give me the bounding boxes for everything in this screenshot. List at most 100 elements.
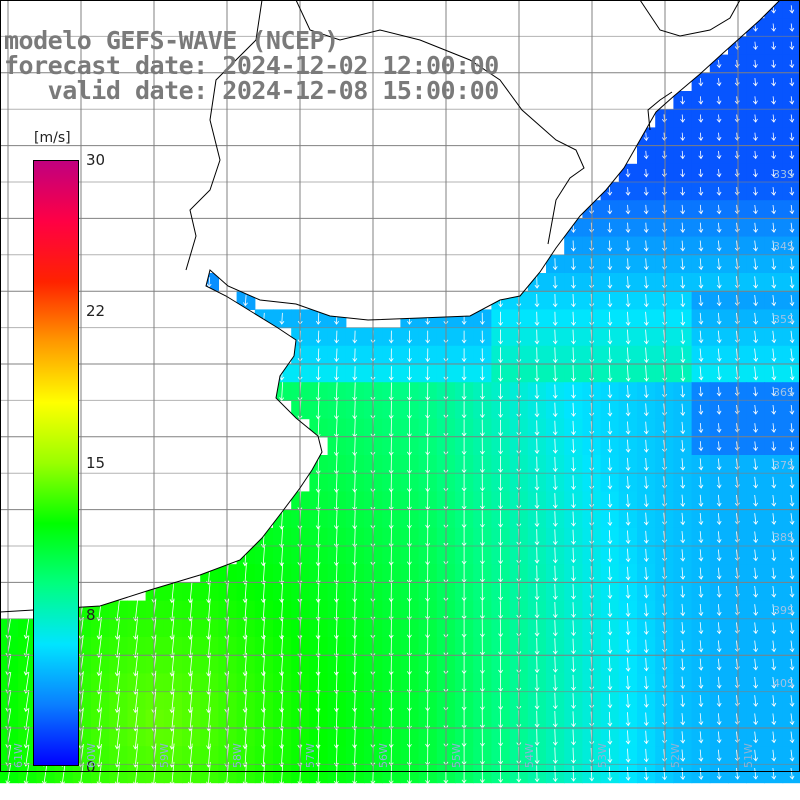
wind-arrow	[698, 567, 704, 580]
wind-arrow	[552, 511, 558, 527]
wind-arrow	[789, 549, 795, 562]
wind-arrow	[698, 132, 704, 141]
wind-arrow	[169, 706, 175, 732]
wind-arrow	[698, 404, 704, 415]
wind-arrow	[680, 187, 686, 196]
wind-arrow	[625, 385, 631, 399]
wind-arrow	[479, 618, 485, 638]
wind-arrow	[680, 204, 686, 215]
wind-arrow	[498, 329, 504, 345]
wind-arrow	[753, 423, 758, 433]
wind-arrow	[498, 383, 504, 400]
colorbar-tick-8: 8	[86, 606, 96, 624]
wind-arrow	[643, 676, 649, 690]
wind-arrow	[789, 441, 795, 452]
wind-arrow	[771, 222, 777, 233]
wind-arrow	[716, 222, 722, 233]
wind-arrow	[625, 494, 631, 508]
wind-arrow	[643, 329, 649, 345]
wind-arrow	[771, 59, 777, 69]
wind-arrow	[552, 656, 558, 673]
wind-arrow	[607, 675, 613, 691]
wind-arrow	[716, 676, 722, 689]
wind-arrow	[479, 546, 485, 565]
wind-cell	[782, 309, 800, 329]
wind-cell	[782, 618, 800, 638]
lon-label-60w: 60W	[85, 743, 98, 768]
wind-arrow	[680, 476, 686, 489]
wind-arrow	[716, 187, 722, 196]
wind-arrow	[334, 366, 339, 381]
wind-arrow	[607, 584, 613, 599]
wind-arrow	[352, 744, 358, 767]
wind-arrow	[625, 439, 631, 453]
wind-cell	[782, 54, 800, 74]
wind-arrow	[607, 711, 613, 727]
wind-arrow	[334, 330, 340, 344]
wind-cell	[782, 673, 800, 693]
wind-arrow	[534, 765, 540, 783]
wind-arrow	[534, 474, 540, 491]
wind-arrow	[607, 329, 613, 345]
wind-arrow	[716, 513, 722, 526]
wind-arrow	[243, 294, 248, 307]
wind-arrow	[643, 657, 649, 672]
wind-arrow	[753, 204, 758, 215]
wind-arrow	[716, 767, 722, 780]
wind-arrow	[625, 530, 631, 544]
wind-arrow	[753, 585, 759, 598]
wind-arrow	[698, 222, 704, 234]
wind-arrow	[552, 329, 558, 345]
colorbar-tick-30: 30	[86, 151, 106, 169]
wind-arrow	[698, 312, 704, 325]
wind-arrow	[643, 567, 649, 581]
wind-arrow	[753, 513, 759, 525]
wind-arrow	[643, 621, 649, 635]
wind-arrow	[607, 222, 613, 233]
wind-cell	[782, 746, 800, 765]
wind-cell	[782, 145, 800, 165]
wind-arrow	[625, 639, 631, 654]
wind-arrow	[753, 658, 759, 671]
wind-arrow	[425, 382, 431, 401]
wind-arrow	[461, 437, 467, 455]
wind-arrow	[461, 348, 467, 363]
wind-arrow	[279, 312, 285, 325]
lat-label-34s: 34S	[773, 240, 794, 253]
wind-arrow	[698, 767, 704, 780]
wind-arrow	[680, 169, 686, 178]
wind-arrow	[534, 547, 540, 564]
wind-arrow	[78, 762, 84, 786]
wind-arrow	[498, 564, 504, 583]
wind-arrow	[607, 258, 613, 271]
border-line	[185, 0, 263, 271]
wind-arrow	[716, 731, 722, 744]
wind-arrow	[753, 441, 758, 452]
wind-arrow	[571, 602, 576, 618]
border-line	[639, 0, 741, 37]
wind-arrow	[571, 311, 576, 326]
wind-arrow	[534, 619, 540, 637]
wind-arrow	[789, 676, 795, 689]
wind-arrow	[333, 581, 339, 603]
wind-arrow	[552, 565, 558, 582]
wind-arrow	[789, 386, 795, 397]
wind-arrow	[716, 713, 722, 726]
wind-arrow	[407, 330, 412, 344]
wind-arrow	[425, 348, 431, 363]
wind-arrow	[352, 653, 358, 676]
wind-arrow	[352, 545, 358, 566]
wind-arrow	[114, 725, 121, 750]
wind-arrow	[753, 366, 759, 381]
wind-arrow	[571, 584, 576, 600]
wind-arrow	[498, 492, 504, 510]
wind-arrow	[698, 295, 704, 307]
wind-arrow	[571, 638, 576, 655]
wind-arrow	[680, 731, 686, 744]
wind-arrow	[771, 676, 777, 689]
wind-arrow	[315, 472, 321, 493]
wind-arrow	[552, 674, 558, 692]
wind-arrow	[716, 622, 722, 635]
wind-arrow	[789, 222, 795, 233]
wind-arrow	[571, 747, 576, 764]
